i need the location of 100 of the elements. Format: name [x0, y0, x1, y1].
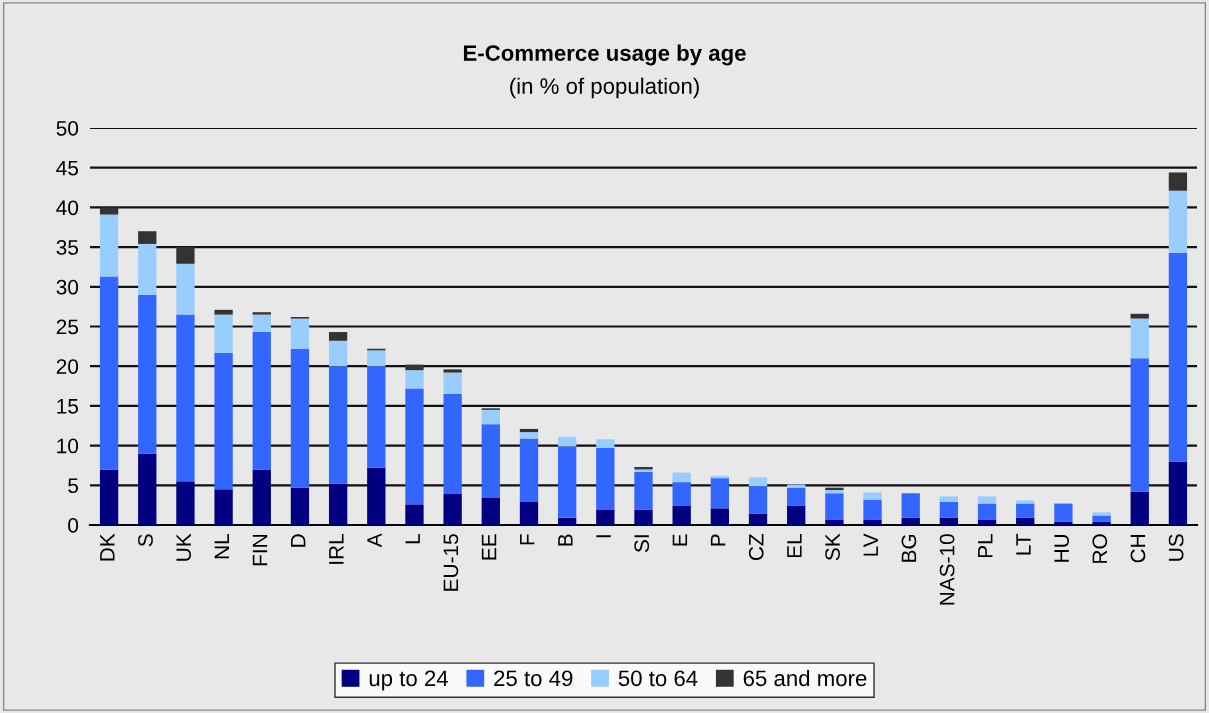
bar	[787, 484, 806, 488]
bar	[787, 505, 806, 525]
bar	[672, 472, 691, 483]
y-tick-label: 0	[68, 518, 79, 533]
bar	[863, 519, 882, 525]
bar	[252, 332, 271, 470]
bar	[138, 231, 157, 244]
x-tick-label: CH	[1130, 535, 1146, 563]
bar	[252, 314, 271, 333]
bar	[710, 478, 730, 509]
bar	[863, 499, 882, 520]
bar	[519, 438, 539, 502]
bar	[214, 352, 233, 490]
bar	[596, 447, 615, 510]
bar	[825, 519, 844, 525]
bar	[901, 517, 920, 525]
x-tick-label: I	[596, 535, 611, 538]
bar	[557, 517, 577, 525]
bar	[405, 388, 424, 505]
bar	[977, 496, 997, 504]
bar	[1168, 190, 1188, 253]
x-tick-label: LT	[1016, 533, 1031, 555]
bar	[443, 494, 462, 525]
x-tick-label: E	[672, 534, 688, 546]
y-tick-label: 40	[56, 200, 79, 216]
legend-label: 65 and more	[743, 669, 867, 687]
bar	[1054, 521, 1073, 525]
bar	[596, 509, 615, 525]
bar	[367, 467, 386, 525]
legend-label: 50 to 64	[618, 670, 698, 687]
bar	[176, 314, 195, 482]
bar	[290, 487, 310, 525]
bar	[328, 483, 348, 525]
bar	[99, 276, 119, 470]
bar	[405, 370, 424, 389]
x-tick-label: DK	[100, 533, 115, 561]
y-tick-label: 45	[56, 160, 79, 176]
x-tick-label: PL	[978, 534, 993, 558]
bar	[481, 424, 500, 498]
bar	[1130, 313, 1149, 319]
x-tick-label: SI	[634, 535, 650, 553]
bar	[1168, 252, 1188, 462]
y-tick-label: 30	[56, 279, 79, 295]
x-tick-label: HU	[1054, 534, 1069, 562]
bar	[634, 471, 653, 510]
x-tick-label: NL	[214, 534, 229, 559]
bar	[825, 493, 844, 520]
bar	[252, 469, 271, 525]
bar	[290, 348, 310, 488]
bar	[748, 486, 768, 514]
bar	[939, 517, 959, 525]
bar	[405, 364, 424, 371]
bar	[367, 366, 386, 468]
bar	[1016, 503, 1035, 518]
x-tick-label: UK	[176, 533, 192, 561]
bar	[1092, 521, 1111, 525]
x-tick-label: EL	[787, 534, 802, 558]
bar	[939, 496, 959, 502]
x-tick-label: CZ	[748, 533, 764, 561]
bar	[138, 294, 157, 454]
bar	[672, 505, 691, 525]
bar	[176, 481, 195, 525]
bar	[328, 366, 348, 484]
bar	[1168, 172, 1188, 191]
bar	[252, 312, 271, 315]
bar	[138, 243, 157, 295]
x-tick-label: NAS-10	[939, 534, 955, 605]
bar	[1016, 500, 1035, 504]
bar	[1092, 512, 1111, 516]
y-tick-label: 35	[56, 240, 79, 255]
bar	[138, 453, 157, 525]
legend-label: up to 24	[369, 670, 448, 691]
x-tick-label: FIN	[252, 535, 268, 566]
bar	[481, 498, 500, 525]
bar	[1130, 491, 1149, 525]
bar	[519, 428, 539, 433]
bar	[328, 332, 348, 341]
y-tick-label: 5	[68, 478, 79, 494]
bar	[1130, 318, 1149, 359]
x-tick-label: LV	[863, 533, 878, 556]
bar	[1168, 461, 1188, 525]
bar	[99, 469, 119, 525]
bar	[214, 489, 233, 525]
bar	[443, 393, 462, 495]
x-tick-label: A	[367, 533, 382, 548]
x-tick-label: RO	[1092, 534, 1108, 563]
bar	[99, 214, 119, 277]
bar	[1092, 515, 1111, 522]
y-tick-label: 15	[57, 399, 79, 414]
bar	[1016, 517, 1035, 525]
x-tick-label: US	[1168, 534, 1184, 561]
bar	[1130, 358, 1149, 492]
x-tick-label: B	[558, 534, 573, 546]
x-tick-label: D	[291, 534, 306, 547]
y-tick-label: 20	[56, 359, 79, 374]
x-tick-label: IRL	[329, 534, 344, 564]
bar	[443, 369, 462, 373]
bar	[710, 508, 730, 525]
bar	[290, 318, 310, 349]
x-tick-label: BG	[901, 534, 917, 562]
